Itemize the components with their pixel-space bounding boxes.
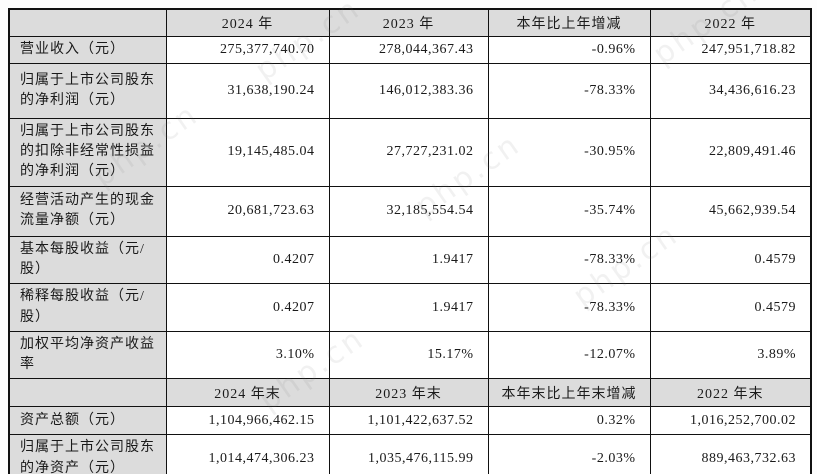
table-row-net-profit-excl-nonrecurring: 归属于上市公司股东的扣除非经常性损益的净利润（元） 19,145,485.04 … (8, 117, 812, 187)
cell-value: 0.4579 (649, 283, 812, 332)
cell-value: 19,145,485.04 (165, 117, 330, 187)
cell-value: 3.10% (165, 330, 330, 380)
table-row-net-profit: 归属于上市公司股东的净利润（元） 31,638,190.24 146,012,3… (8, 62, 812, 119)
table-row-basic-eps: 基本每股收益（元/股） 0.4207 1.9417 -78.33% 0.4579 (8, 235, 812, 285)
cell-value: 0.4579 (649, 235, 812, 285)
cell-value: 15.17% (328, 330, 489, 380)
header-row-point-in-time: 2024 年末 2023 年末 本年末比上年末增减 2022 年末 (8, 378, 812, 408)
row-label: 归属于上市公司股东的净利润（元） (8, 62, 167, 119)
cell-value: 1,104,966,462.15 (165, 406, 330, 436)
row-label: 加权平均净资产收益率 (8, 330, 167, 380)
cell-value: 1,035,476,115.99 (328, 434, 489, 474)
cell-value: -30.95% (487, 117, 651, 187)
table-row-weighted-avg-roe: 加权平均净资产收益率 3.10% 15.17% -12.07% 3.89% (8, 330, 812, 380)
row-label: 资产总额（元） (8, 406, 167, 436)
header-row-period: 2024 年 2023 年 本年比上年增减 2022 年 (8, 8, 812, 37)
col-header-2022-end: 2022 年末 (649, 378, 812, 408)
cell-value: 27,727,231.02 (328, 117, 489, 187)
cell-value: 34,436,616.23 (649, 62, 812, 119)
cell-value: -2.03% (487, 434, 651, 474)
financial-summary-table: 2024 年 2023 年 本年比上年增减 2022 年 营业收入（元） 275… (8, 8, 812, 474)
cell-value: 1.9417 (328, 235, 489, 285)
col-header-yoy-end-change: 本年末比上年末增减 (487, 378, 651, 408)
row-label: 经营活动产生的现金流量净额（元） (8, 185, 167, 237)
col-header-2024: 2024 年 (165, 8, 330, 37)
row-label: 归属于上市公司股东的净资产（元） (8, 434, 167, 474)
table-row-operating-cash-flow: 经营活动产生的现金流量净额（元） 20,681,723.63 32,185,55… (8, 185, 812, 237)
col-header-2022: 2022 年 (649, 8, 812, 37)
cell-value: 146,012,383.36 (328, 62, 489, 119)
cell-value: -78.33% (487, 283, 651, 332)
row-label: 稀释每股收益（元/股） (8, 283, 167, 332)
cell-value: 3.89% (649, 330, 812, 380)
cell-value: 275,377,740.70 (165, 35, 330, 64)
col-header-2024-end: 2024 年末 (165, 378, 330, 408)
table-row-total-assets: 资产总额（元） 1,104,966,462.15 1,101,422,637.5… (8, 406, 812, 436)
col-header-yoy-change: 本年比上年增减 (487, 8, 651, 37)
cell-value: 247,951,718.82 (649, 35, 812, 64)
cell-value: 45,662,939.54 (649, 185, 812, 237)
cell-value: 1,014,474,306.23 (165, 434, 330, 474)
cell-value: -78.33% (487, 235, 651, 285)
cell-value: 20,681,723.63 (165, 185, 330, 237)
table-row-net-assets: 归属于上市公司股东的净资产（元） 1,014,474,306.23 1,035,… (8, 434, 812, 474)
cell-value: 22,809,491.46 (649, 117, 812, 187)
col-header-2023: 2023 年 (328, 8, 489, 37)
cell-value: 1,016,252,700.02 (649, 406, 812, 436)
cell-value: 0.4207 (165, 283, 330, 332)
cell-value: 1.9417 (328, 283, 489, 332)
cell-value: 278,044,367.43 (328, 35, 489, 64)
corner-cell (8, 378, 167, 408)
cell-value: 32,185,554.54 (328, 185, 489, 237)
cell-value: 31,638,190.24 (165, 62, 330, 119)
cell-value: -35.74% (487, 185, 651, 237)
table-row-diluted-eps: 稀释每股收益（元/股） 0.4207 1.9417 -78.33% 0.4579 (8, 283, 812, 332)
cell-value: 0.4207 (165, 235, 330, 285)
table-row-revenue: 营业收入（元） 275,377,740.70 278,044,367.43 -0… (8, 35, 812, 64)
cell-value: 1,101,422,637.52 (328, 406, 489, 436)
corner-cell (8, 8, 167, 37)
row-label: 基本每股收益（元/股） (8, 235, 167, 285)
cell-value: 0.32% (487, 406, 651, 436)
col-header-2023-end: 2023 年末 (328, 378, 489, 408)
cell-value: -78.33% (487, 62, 651, 119)
row-label: 营业收入（元） (8, 35, 167, 64)
cell-value: -0.96% (487, 35, 651, 64)
cell-value: -12.07% (487, 330, 651, 380)
row-label: 归属于上市公司股东的扣除非经常性损益的净利润（元） (8, 117, 167, 187)
cell-value: 889,463,732.63 (649, 434, 812, 474)
